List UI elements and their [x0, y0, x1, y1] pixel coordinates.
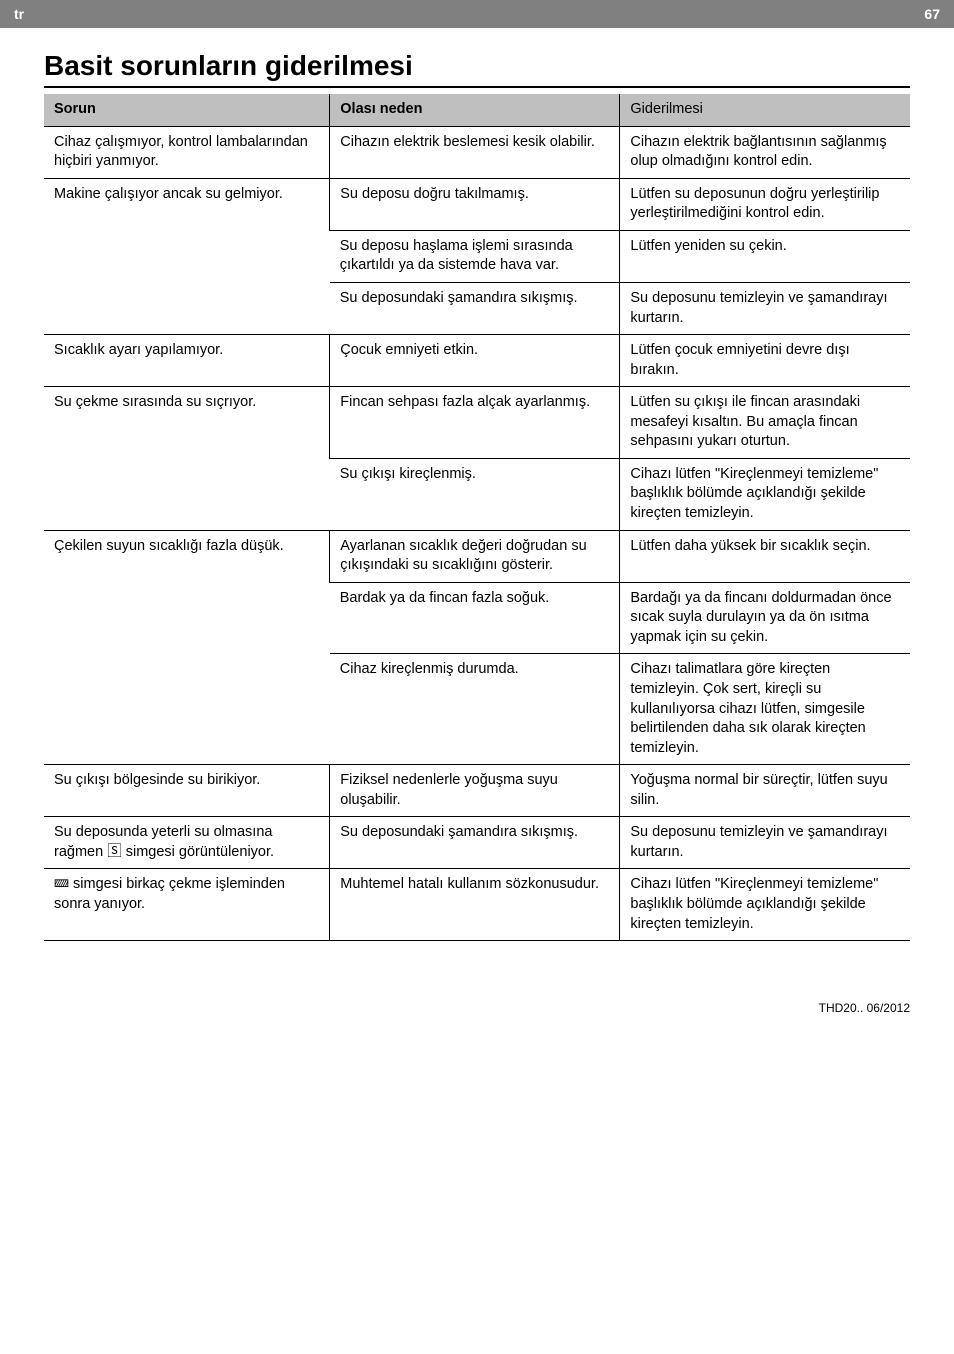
cell-problem: Makine çalışıyor ancak su gelmiyor.	[44, 178, 330, 334]
cell-cause: Cihazın elektrik beslemesi kesik olabili…	[330, 126, 620, 178]
cell-fix: Cihazı talimatlara göre kireçten temizle…	[620, 654, 910, 765]
cell-fix: Cihazı lütfen "Kireçlenmeyi temizleme" b…	[620, 869, 910, 941]
cell-fix: Cihazın elektrik bağlantısının sağlanmış…	[620, 126, 910, 178]
col-header-problem: Sorun	[44, 94, 330, 126]
table-row: 🝙 simgesi birkaç çekme işleminden sonra …	[44, 869, 910, 941]
cell-fix: Lütfen su deposunun doğru yerleştirilip …	[620, 178, 910, 230]
cell-cause: Ayarlanan sıcaklık değeri doğrudan su çı…	[330, 530, 620, 582]
table-row: Makine çalışıyor ancak su gelmiyor.Su de…	[44, 178, 910, 230]
cell-fix: Lütfen çocuk emniyetini devre dışı bırak…	[620, 335, 910, 387]
tank-icon: 🅂	[107, 844, 122, 860]
cell-fix: Yoğuşma normal bir süreçtir, lütfen suyu…	[620, 765, 910, 817]
cell-cause: Cihaz kireçlenmiş durumda.	[330, 654, 620, 765]
content: Basit sorunların giderilmesi Sorun Olası…	[0, 28, 954, 961]
footer-text: THD20.. 06/2012	[819, 1001, 910, 1015]
cell-fix: Cihazı lütfen "Kireçlenmeyi temizleme" b…	[620, 458, 910, 530]
cell-problem: Cihaz çalışmıyor, kontrol lambalarından …	[44, 126, 330, 178]
cell-cause: Su çıkışı kireçlenmiş.	[330, 458, 620, 530]
cell-problem: Su deposunda yeterli su olmasına rağmen …	[44, 817, 330, 869]
table-row: Su çıkışı bölgesinde su birikiyor.Fiziks…	[44, 765, 910, 817]
cell-cause: Muhtemel hatalı kullanım sözkonusudur.	[330, 869, 620, 941]
cell-cause: Çocuk emniyeti etkin.	[330, 335, 620, 387]
col-header-cause: Olası neden	[330, 94, 620, 126]
cell-cause: Su deposu haşlama işlemi sırasında çıkar…	[330, 230, 620, 282]
cell-fix: Bardağı ya da fincanı doldurmadan önce s…	[620, 582, 910, 654]
table-row: Su çekme sırasında su sıçrıyor.Fincan se…	[44, 387, 910, 459]
cell-problem: 🝙 simgesi birkaç çekme işleminden sonra …	[44, 869, 330, 941]
troubleshooting-table: Sorun Olası neden Giderilmesi Cihaz çalı…	[44, 94, 910, 941]
table-row: Sıcaklık ayarı yapılamıyor.Çocuk emniyet…	[44, 335, 910, 387]
cell-cause: Fincan sehpası fazla alçak ayarlanmış.	[330, 387, 620, 459]
cell-fix: Su deposunu temizleyin ve şamandırayı ku…	[620, 282, 910, 334]
cell-fix: Lütfen su çıkışı ile fincan arasındaki m…	[620, 387, 910, 459]
table-row: Cihaz çalışmıyor, kontrol lambalarından …	[44, 126, 910, 178]
cell-cause: Bardak ya da fincan fazla soğuk.	[330, 582, 620, 654]
cell-cause: Su deposundaki şamandıra sıkışmış.	[330, 282, 620, 334]
table-row: Çekilen suyun sıcaklığı fazla düşük.Ayar…	[44, 530, 910, 582]
cell-cause: Su deposundaki şamandıra sıkışmış.	[330, 817, 620, 869]
cell-problem: Su çekme sırasında su sıçrıyor.	[44, 387, 330, 530]
cell-cause: Su deposu doğru takılmamış.	[330, 178, 620, 230]
page-header: tr 67	[0, 0, 954, 28]
cell-cause: Fiziksel nedenlerle yoğuşma suyu oluşabi…	[330, 765, 620, 817]
page-title: Basit sorunların giderilmesi	[44, 50, 910, 88]
cell-fix: Lütfen daha yüksek bir sıcaklık seçin.	[620, 530, 910, 582]
cell-fix: Lütfen yeniden su çekin.	[620, 230, 910, 282]
col-header-fix: Giderilmesi	[620, 94, 910, 126]
cell-fix: Su deposunu temizleyin ve şamandırayı ku…	[620, 817, 910, 869]
table-header-row: Sorun Olası neden Giderilmesi	[44, 94, 910, 126]
table-row: Su deposunda yeterli su olmasına rağmen …	[44, 817, 910, 869]
footer: THD20.. 06/2012	[0, 961, 954, 1035]
calc-icon: 🝙	[54, 876, 69, 892]
cell-problem: Çekilen suyun sıcaklığı fazla düşük.	[44, 530, 330, 765]
lang-code: tr	[14, 6, 24, 22]
page-number: 67	[924, 6, 940, 22]
cell-problem: Su çıkışı bölgesinde su birikiyor.	[44, 765, 330, 817]
cell-problem: Sıcaklık ayarı yapılamıyor.	[44, 335, 330, 387]
